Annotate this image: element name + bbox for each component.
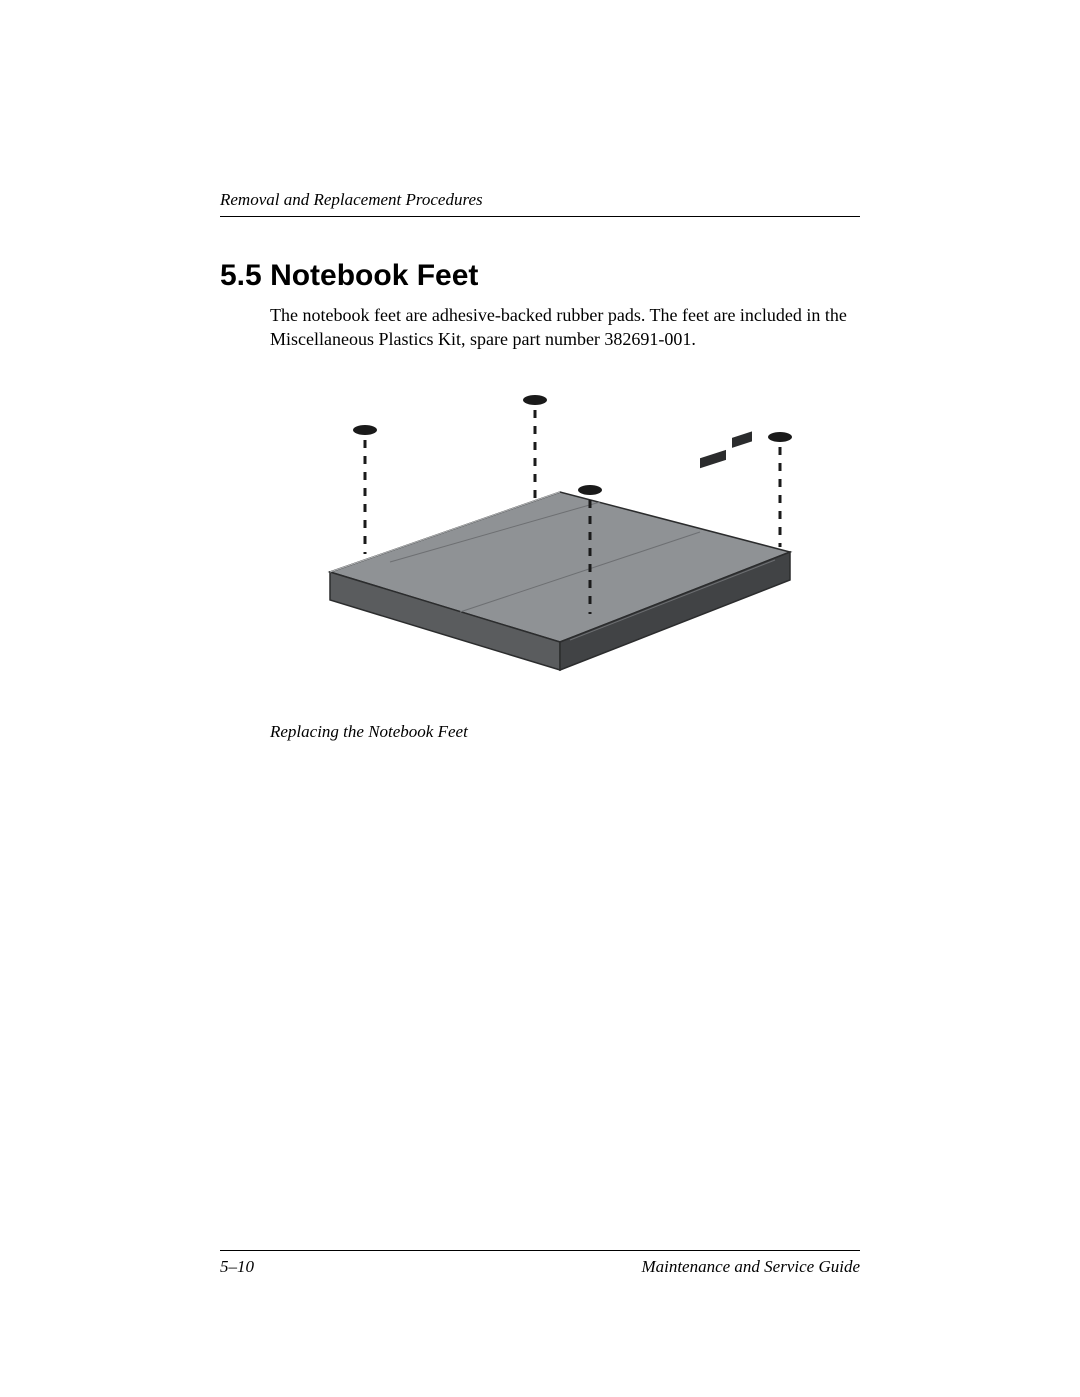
top-rule [220, 216, 860, 217]
section-heading: 5.5 Notebook Feet [220, 259, 860, 293]
figure-notebook-feet: Replacing the Notebook Feet [270, 382, 830, 742]
foot-back-left [353, 425, 377, 554]
foot-back-right [523, 395, 547, 502]
page-number: 5–10 [220, 1257, 254, 1277]
page: Removal and Replacement Procedures 5.5 N… [0, 0, 1080, 1397]
foot-pad-icon [523, 395, 547, 405]
foot-pad-icon [578, 485, 602, 495]
running-head: Removal and Replacement Procedures [220, 190, 860, 216]
bottom-rule [220, 1250, 860, 1251]
foot-pad-icon [353, 425, 377, 435]
foot-far-right [768, 432, 792, 547]
figure-caption: Replacing the Notebook Feet [270, 722, 830, 742]
section-body: The notebook feet are adhesive-backed ru… [270, 303, 850, 352]
section-title: Notebook Feet [270, 259, 478, 292]
page-footer: 5–10 Maintenance and Service Guide [220, 1250, 860, 1277]
footer-doc-title: Maintenance and Service Guide [641, 1257, 860, 1277]
notebook-feet-diagram [270, 382, 830, 702]
foot-pad-icon [768, 432, 792, 442]
port-slot [700, 449, 726, 467]
port-slot [732, 431, 752, 447]
section-number: 5.5 [220, 259, 262, 292]
